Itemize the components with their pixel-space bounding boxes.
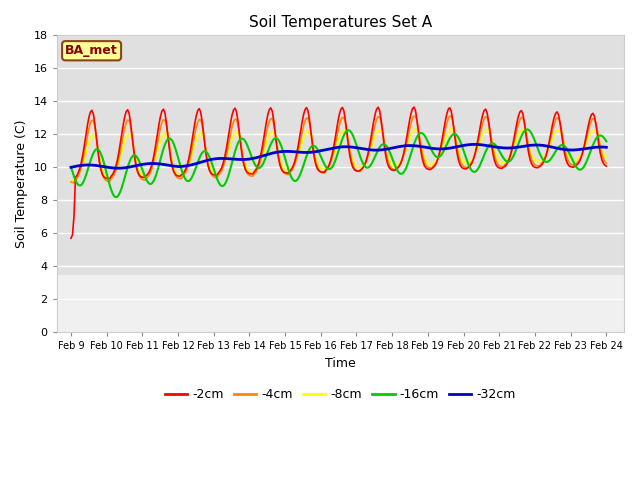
Title: Soil Temperatures Set A: Soil Temperatures Set A: [249, 15, 432, 30]
Y-axis label: Soil Temperature (C): Soil Temperature (C): [15, 120, 28, 248]
X-axis label: Time: Time: [325, 357, 356, 370]
Bar: [57, 275, 624, 332]
Legend: -2cm, -4cm, -8cm, -16cm, -32cm: -2cm, -4cm, -8cm, -16cm, -32cm: [160, 383, 521, 406]
Bar: [57, 36, 624, 275]
Text: BA_met: BA_met: [65, 44, 118, 57]
